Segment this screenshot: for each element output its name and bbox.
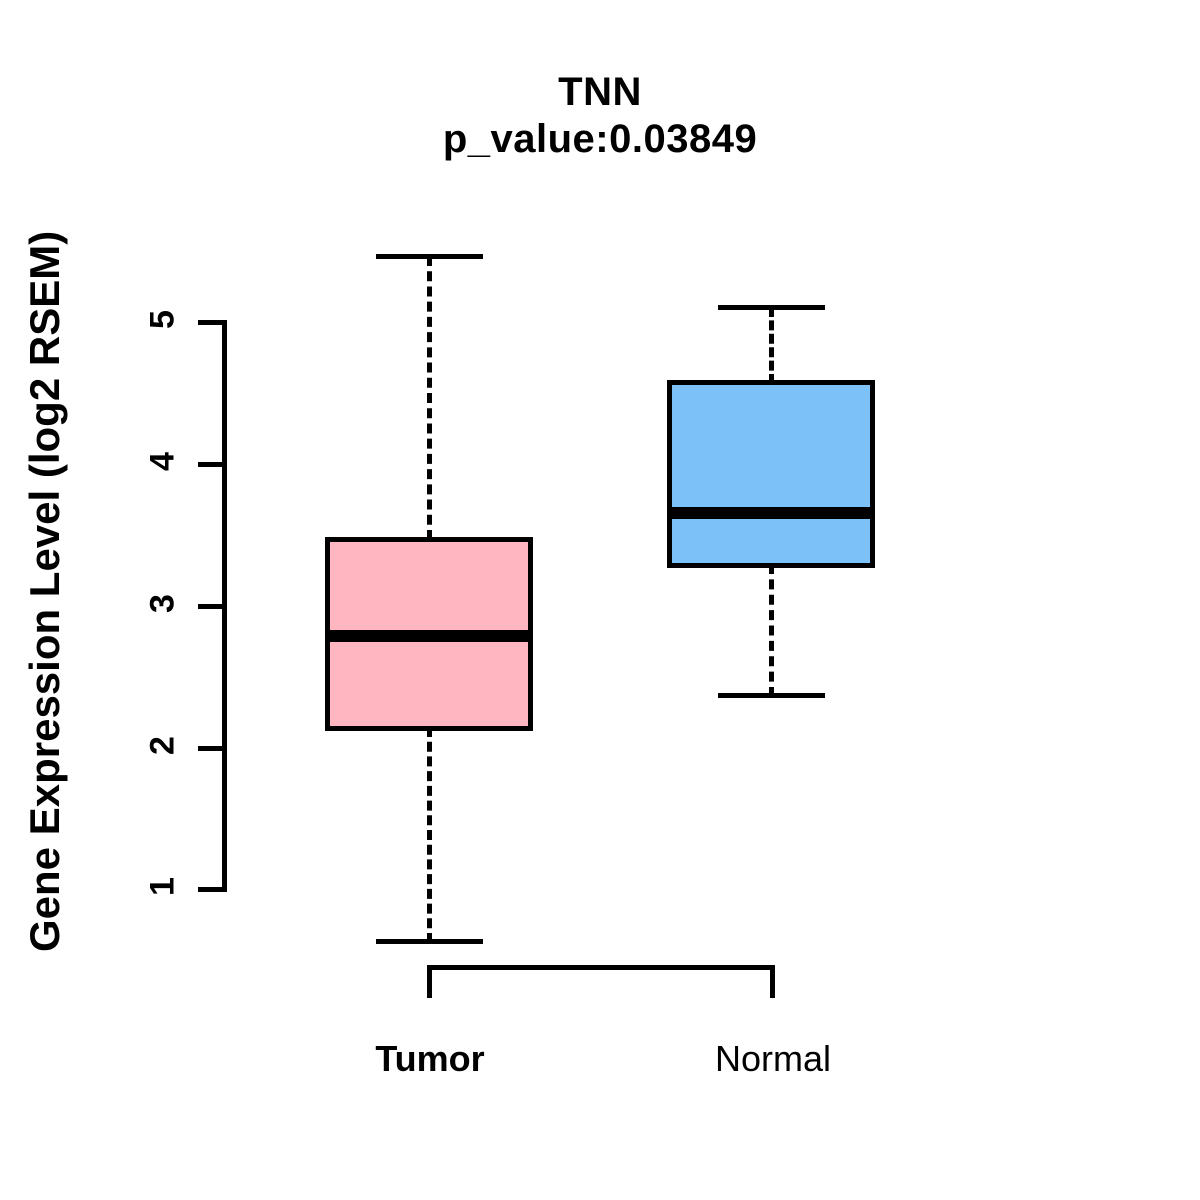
tumor-lower-whisker-line [427, 727, 432, 943]
tumor-median-line [325, 630, 533, 642]
y-axis-label: Gene Expression Level (log2 RSEM) [21, 230, 68, 952]
y-tick-mark-4 [198, 462, 227, 467]
y-tick-mark-3 [198, 604, 227, 609]
normal-lower-whisker-line [769, 564, 774, 697]
y-tick-label-5: 5 [143, 310, 182, 329]
y-tick-label-3: 3 [143, 594, 182, 613]
normal-upper-whisker-line [769, 307, 774, 384]
normal-median-line [667, 507, 875, 519]
tumor-lower-whisker-cap [376, 939, 483, 944]
x-tick-mark-normal [770, 965, 775, 998]
chart-title: TNN [558, 70, 642, 114]
y-tick-mark-1 [198, 887, 227, 892]
y-tick-label-4: 4 [143, 452, 182, 471]
x-tick-mark-tumor [427, 965, 432, 998]
tumor-upper-whisker-cap [376, 254, 483, 259]
normal-upper-whisker-cap [718, 305, 825, 310]
y-tick-label-2: 2 [143, 736, 182, 755]
normal-lower-whisker-cap [718, 693, 825, 698]
x-tick-label-normal: Normal [714, 1038, 831, 1079]
tumor-upper-whisker-line [427, 256, 432, 540]
x-tick-label-tumor: Tumor [375, 1038, 485, 1079]
normal-box [667, 380, 875, 568]
y-tick-mark-2 [198, 746, 227, 751]
y-tick-label-1: 1 [143, 877, 182, 896]
y-tick-mark-5 [198, 320, 227, 325]
x-axis-spine [427, 965, 775, 970]
chart-subtitle-pvalue: p_value:0.03849 [442, 117, 758, 161]
